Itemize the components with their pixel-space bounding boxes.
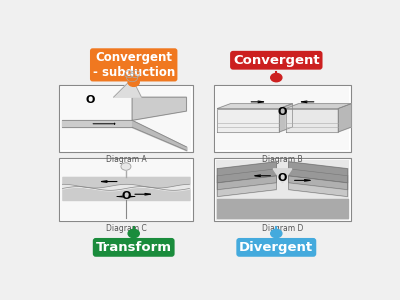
FancyBboxPatch shape [61,160,191,220]
FancyBboxPatch shape [59,85,193,152]
Polygon shape [286,109,338,132]
FancyBboxPatch shape [216,86,349,150]
Polygon shape [218,162,276,183]
Polygon shape [218,109,279,132]
FancyBboxPatch shape [216,160,349,220]
Polygon shape [114,79,142,97]
Polygon shape [218,176,276,196]
Polygon shape [289,162,348,183]
Circle shape [126,74,138,82]
Text: Diagram B: Diagram B [262,155,303,164]
Text: Diagram A: Diagram A [106,155,146,164]
Text: Convergent: Convergent [233,54,320,67]
Text: Convergent
- subduction: Convergent - subduction [92,51,175,79]
Text: Transform: Transform [96,241,172,254]
Text: O: O [86,94,95,104]
Polygon shape [279,104,292,132]
FancyBboxPatch shape [59,158,193,221]
Text: O: O [278,173,287,183]
Polygon shape [286,104,351,109]
Text: Diagram C: Diagram C [106,224,146,233]
Text: Divergent: Divergent [239,241,313,254]
Polygon shape [218,104,292,109]
Polygon shape [289,176,348,196]
Polygon shape [289,169,348,190]
FancyBboxPatch shape [61,86,191,150]
FancyBboxPatch shape [214,85,351,152]
Text: O: O [121,191,131,201]
Polygon shape [273,169,292,183]
FancyBboxPatch shape [214,158,351,221]
Circle shape [128,78,139,86]
Polygon shape [132,97,186,120]
Circle shape [121,163,131,170]
Polygon shape [338,104,351,132]
Circle shape [128,229,139,238]
Circle shape [130,70,140,78]
Circle shape [271,74,282,82]
Circle shape [271,229,282,238]
Circle shape [124,70,134,78]
Polygon shape [218,169,276,190]
Text: O: O [278,107,287,117]
Text: Diagram D: Diagram D [262,224,303,233]
